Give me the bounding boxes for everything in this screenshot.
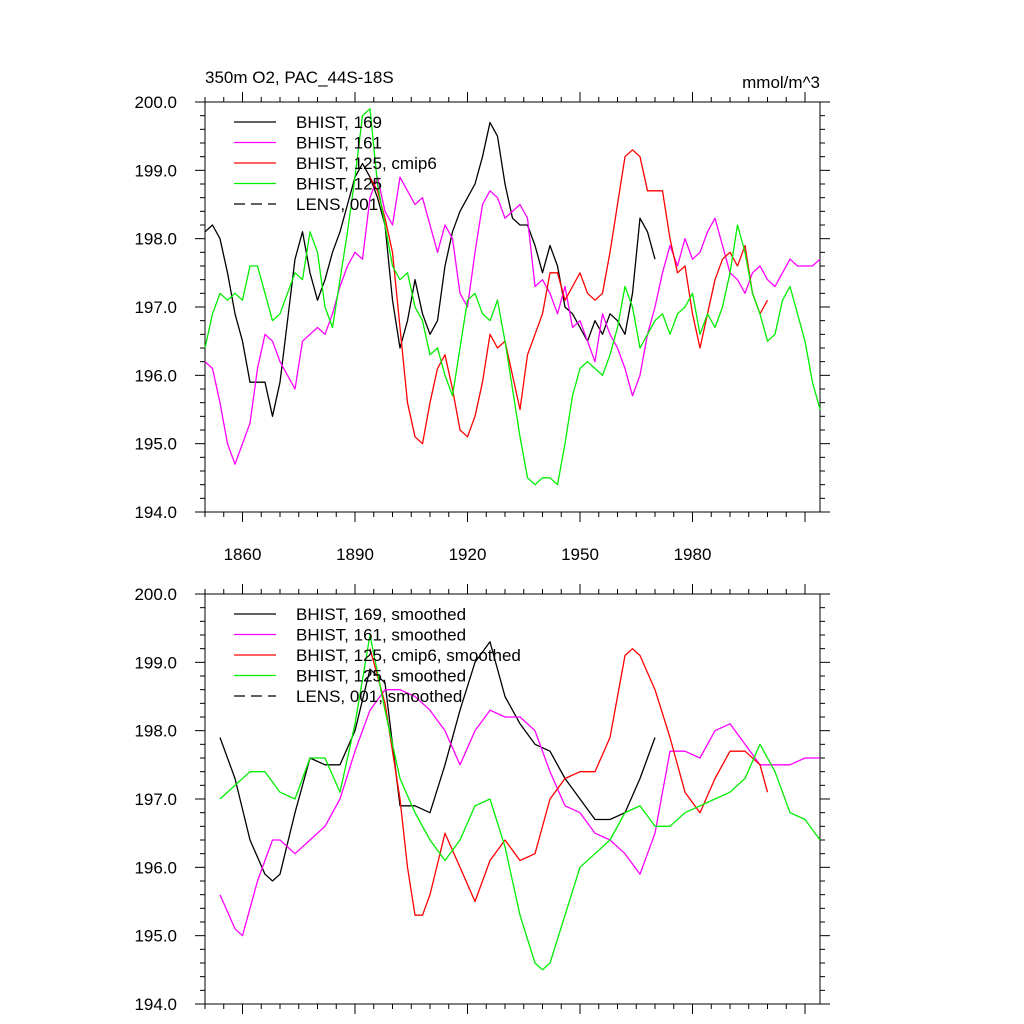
top-tick-marks [195, 92, 830, 522]
top-x-label: 1980 [674, 545, 712, 564]
top-title-left: 350m O2, PAC_44S-18S [205, 68, 394, 87]
top-y-label: 197.0 [134, 298, 177, 317]
top-legend-label: LENS, 001 [296, 195, 378, 214]
bottom-series [219, 634, 821, 971]
bottom-y-label: 197.0 [134, 790, 177, 809]
bottom-y-label: 195.0 [134, 927, 177, 946]
bottom-legend-label: BHIST, 125, cmip6, smoothed [296, 646, 521, 665]
top-y-label: 194.0 [134, 503, 177, 522]
bottom-legend-label: BHIST, 169, smoothed [296, 605, 466, 624]
bottom-legend-label: LENS, 001, smoothed [296, 687, 462, 706]
top-x-label: 1890 [336, 545, 374, 564]
bottom-y-label: 196.0 [134, 858, 177, 877]
series-line-4 [219, 634, 821, 971]
series-line-1 [204, 121, 656, 417]
top-y-label: 198.0 [134, 230, 177, 249]
top-series [204, 108, 821, 486]
series-line-4 [204, 108, 821, 486]
series-line-3 [369, 648, 769, 916]
top-x-label: 1950 [561, 545, 599, 564]
bottom-y-label: 194.0 [134, 995, 177, 1014]
top-x-label: 1920 [449, 545, 487, 564]
bottom-y-label: 198.0 [134, 722, 177, 741]
top-panel: 350m O2, PAC_44S-18S mmol/m^3 194.0 195.… [134, 68, 830, 564]
bottom-legend-label: BHIST, 125, smoothed [296, 667, 466, 686]
series-line-2 [219, 689, 820, 937]
top-y-label: 196.0 [134, 366, 177, 385]
top-y-tick-labels: 194.0 195.0 196.0 197.0 198.0 199.0 200.… [134, 93, 177, 522]
top-y-label: 200.0 [134, 93, 177, 112]
top-x-label: 1860 [224, 545, 262, 564]
bottom-legend-label: BHIST, 161, smoothed [296, 626, 466, 645]
bottom-y-label: 199.0 [134, 653, 177, 672]
bottom-y-label: 200.0 [134, 585, 177, 604]
top-legend-label: BHIST, 125 [296, 175, 382, 194]
top-x-tick-labels: 1860 1890 1920 1950 1980 [224, 545, 712, 564]
top-y-label: 195.0 [134, 435, 177, 454]
bottom-panel: 194.0 195.0 196.0 197.0 198.0 199.0 200.… [134, 584, 830, 1014]
top-legend-label: BHIST, 125, cmip6 [296, 154, 437, 173]
series-line-3 [369, 149, 769, 445]
bottom-y-tick-labels: 194.0 195.0 196.0 197.0 198.0 199.0 200.… [134, 585, 177, 1014]
top-legend-label: BHIST, 169 [296, 113, 382, 132]
top-legend: BHIST, 169 BHIST, 161 BHIST, 125, cmip6 … [234, 113, 437, 214]
top-legend-label: BHIST, 161 [296, 134, 382, 153]
series-line-1 [219, 641, 656, 882]
series-line-2 [204, 176, 821, 465]
top-title-units: mmol/m^3 [742, 73, 820, 92]
bottom-tick-marks [195, 584, 830, 1014]
top-y-label: 199.0 [134, 161, 177, 180]
bottom-legend: BHIST, 169, smoothed BHIST, 161, smoothe… [234, 605, 521, 706]
